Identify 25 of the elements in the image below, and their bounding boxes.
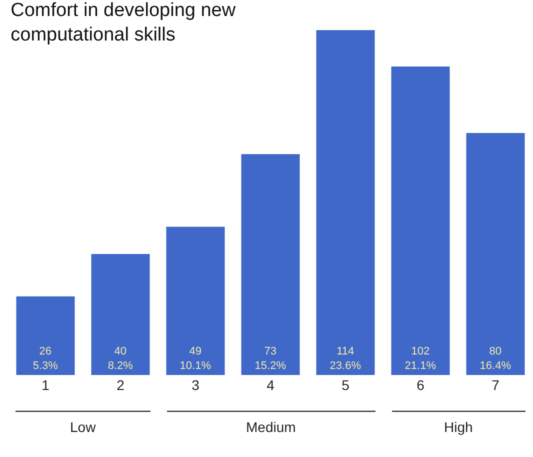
x-tick-label: 1 bbox=[42, 377, 50, 393]
x-tick-label: 6 bbox=[416, 377, 425, 393]
data-label: 40 8.2% bbox=[108, 346, 134, 372]
data-label: 49 10.1% bbox=[180, 346, 212, 372]
data-label: 114 23.6% bbox=[330, 346, 362, 372]
x-tick-label: 2 bbox=[116, 377, 125, 393]
bar bbox=[241, 154, 300, 375]
x-tick-label: 4 bbox=[266, 377, 275, 393]
data-label: 80 16.4% bbox=[480, 346, 512, 372]
text: Medium bbox=[246, 419, 296, 435]
bar bbox=[166, 226, 225, 375]
data-label: 102 21.1% bbox=[404, 346, 436, 372]
x-tick-label: 7 bbox=[492, 377, 500, 393]
x-tick-label: 3 bbox=[192, 377, 200, 393]
bar bbox=[316, 30, 375, 375]
bar bbox=[466, 133, 525, 375]
text: High bbox=[444, 419, 473, 435]
bar bbox=[91, 254, 150, 375]
chart-title: Comfort in developing new computational skills bbox=[10, 0, 236, 46]
data-label: 26 5.3% bbox=[32, 346, 58, 372]
x-tick-label: 5 bbox=[342, 377, 350, 393]
bar bbox=[391, 66, 450, 375]
data-label: 73 15.2% bbox=[254, 346, 286, 372]
bar bbox=[16, 296, 75, 375]
text: Low bbox=[70, 419, 97, 435]
